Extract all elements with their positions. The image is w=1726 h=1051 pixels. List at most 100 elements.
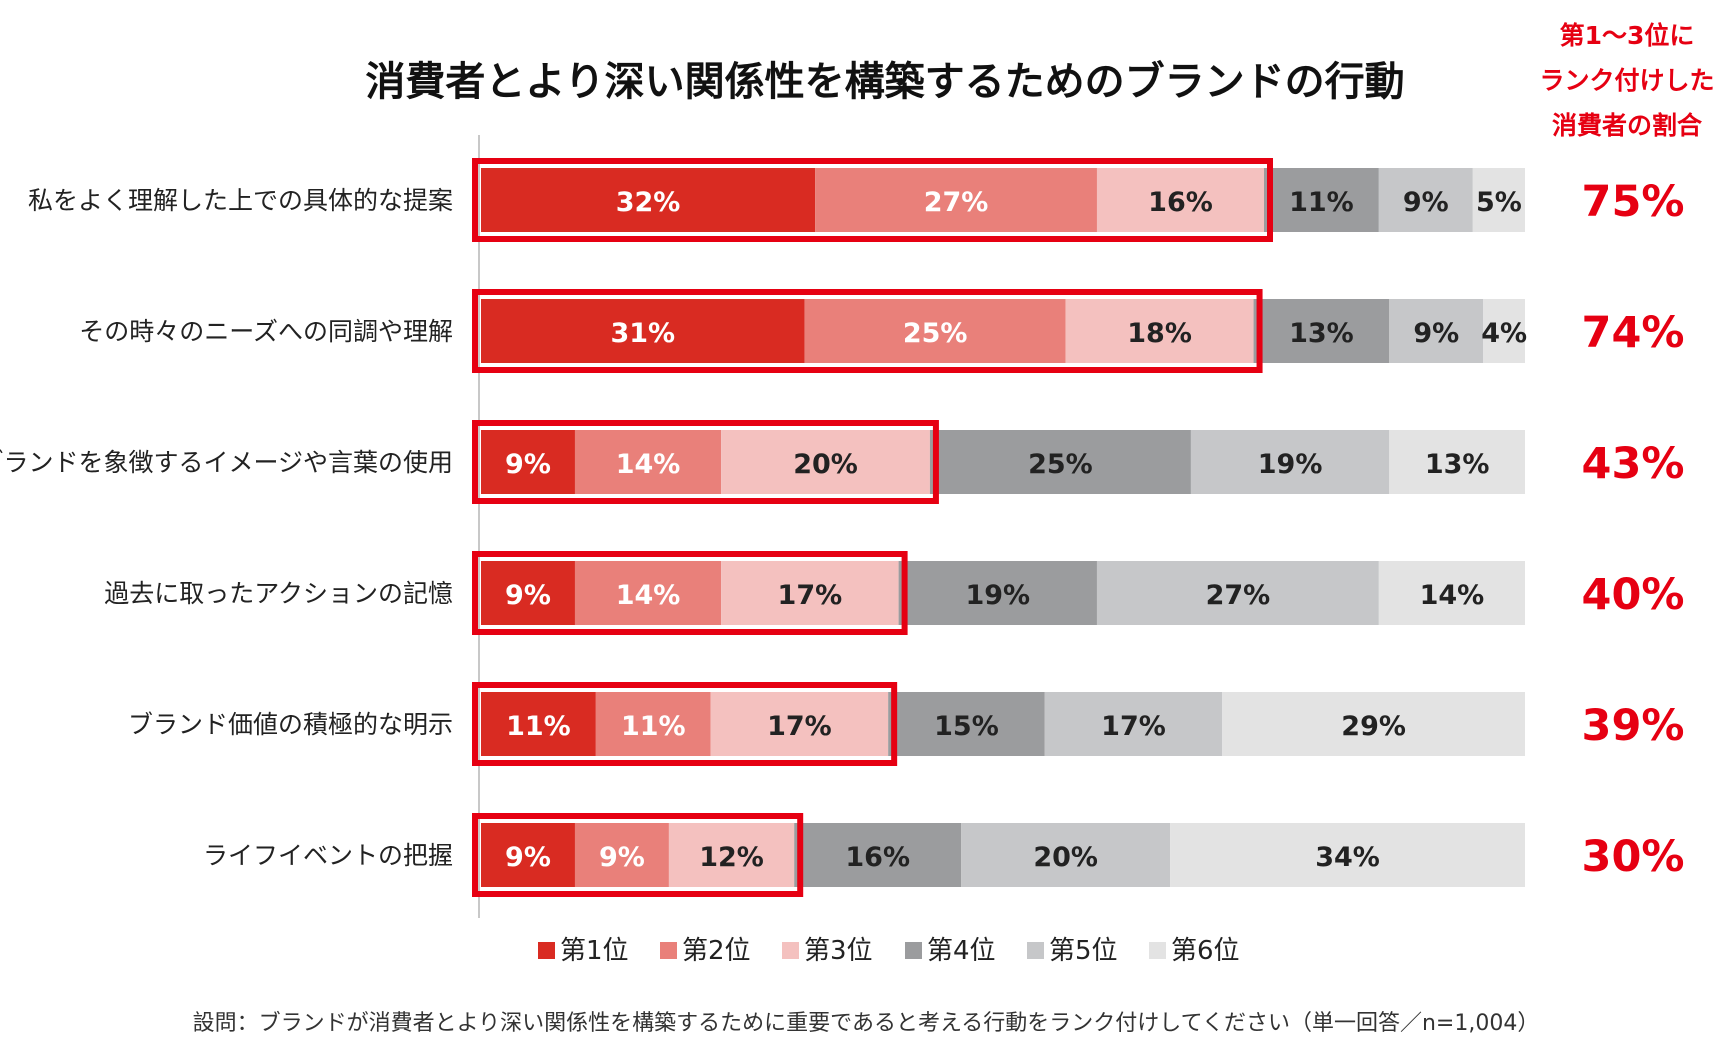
data-label: 17% — [1101, 711, 1166, 742]
legend-swatch — [538, 942, 555, 959]
bar-segment — [961, 823, 1171, 887]
top3-highlight-box — [472, 551, 908, 635]
top3-share-value: 74% — [1582, 308, 1685, 358]
data-label: 16% — [845, 842, 910, 873]
bar-segment — [1096, 561, 1379, 625]
bar-segment — [1253, 299, 1390, 363]
bar-segment — [574, 430, 722, 494]
bar-segment — [481, 299, 805, 363]
category-label: その時々のニーズへの同調や理解 — [79, 317, 453, 346]
data-label: 32% — [616, 187, 681, 218]
bar-segment — [1389, 299, 1484, 363]
bar-segment — [721, 430, 930, 494]
legend-swatch — [660, 942, 677, 959]
bar-segment — [1096, 168, 1264, 232]
top3-share-value: 30% — [1582, 832, 1685, 882]
data-label: 19% — [965, 580, 1030, 611]
top3-highlight-box — [472, 158, 1273, 242]
footnote: 設問：ブランドが消費者とより深い関係性を構築するために重要であると考える行動をラ… — [193, 1011, 1540, 1036]
data-label: 14% — [1420, 580, 1485, 611]
bar-segment — [898, 561, 1097, 625]
legend-label: 第4位 — [927, 936, 996, 966]
legend-label: 第1位 — [560, 936, 629, 966]
bar-segment — [595, 692, 711, 756]
category-label: ブランドを象徴するイメージや言葉の使用 — [0, 448, 453, 477]
data-label: 25% — [1028, 449, 1093, 480]
data-label: 4% — [1481, 318, 1527, 349]
legend-swatch — [1149, 942, 1166, 959]
data-label: 15% — [934, 711, 999, 742]
top3-share-value: 39% — [1582, 701, 1685, 751]
data-label: 27% — [1206, 580, 1271, 611]
legend-swatch — [905, 942, 922, 959]
data-label: 17% — [778, 580, 843, 611]
legend: 第1位 第2位 第3位 第4位 第5位 第6位 — [538, 936, 1240, 966]
data-label: 9% — [1413, 318, 1459, 349]
bar-segment — [668, 823, 795, 887]
data-label: 11% — [1289, 187, 1354, 218]
data-label: 20% — [793, 449, 858, 480]
top3-share-value: 43% — [1582, 439, 1685, 489]
data-label: 11% — [621, 711, 686, 742]
bar-segment — [481, 430, 575, 494]
top3-highlight-box — [472, 289, 1263, 373]
bar-segment — [574, 823, 669, 887]
legend-label: 第6位 — [1171, 936, 1240, 966]
data-label: 14% — [616, 580, 681, 611]
chart-title: 消費者とより深い関係性を構築するためのブランドの行動 — [365, 59, 1404, 105]
data-label: 9% — [505, 580, 551, 611]
bar-segment — [888, 692, 1045, 756]
bar-segment — [794, 823, 962, 887]
data-label: 27% — [924, 187, 989, 218]
segment-labels: 32% 27% 16% 11% 9% 5% 31% 25% 18% 13% 9% 4% 9% 14% 20%… — [505, 187, 1527, 873]
bars — [481, 168, 1525, 887]
bar-segment — [1389, 430, 1525, 494]
top3-highlight-box — [472, 682, 898, 766]
side-header: 第1～3位に ランク付けした 消費者の割合 — [1539, 21, 1714, 140]
top3-highlight-box — [472, 813, 804, 897]
data-label: 5% — [1476, 187, 1522, 218]
bar-segment — [1378, 168, 1473, 232]
bar-segment — [481, 168, 816, 232]
side-header-line-3: 消費者の割合 — [1552, 111, 1703, 140]
bar-segment — [1264, 168, 1379, 232]
data-label: 19% — [1258, 449, 1323, 480]
legend-label: 第3位 — [804, 936, 873, 966]
bar-segment — [481, 823, 575, 887]
data-label: 34% — [1315, 842, 1380, 873]
data-label: 20% — [1033, 842, 1098, 873]
top3-share-value: 40% — [1582, 570, 1685, 620]
bar-segment — [1483, 299, 1525, 363]
category-label: 過去に取ったアクションの記憶 — [104, 579, 453, 608]
data-label: 31% — [610, 318, 675, 349]
category-labels: 私をよく理解した上での具体的な提案その時々のニーズへの同調や理解ブランドを象徴す… — [0, 186, 453, 870]
bar-segment — [481, 561, 575, 625]
data-label: 9% — [505, 449, 551, 480]
bar-segment — [1170, 823, 1525, 887]
side-header-line-1: 第1～3位に — [1560, 21, 1695, 50]
category-label: ライフイベントの把握 — [203, 841, 453, 870]
bar-segment — [815, 168, 1097, 232]
legend-swatch — [1027, 942, 1044, 959]
bar-segment — [1065, 299, 1254, 363]
data-label: 12% — [699, 842, 764, 873]
legend-swatch — [782, 942, 799, 959]
data-label: 9% — [599, 842, 645, 873]
bar-segment — [481, 692, 596, 756]
bar-segment — [929, 430, 1191, 494]
data-label: 17% — [767, 711, 832, 742]
data-label: 16% — [1148, 187, 1213, 218]
data-label: 9% — [1403, 187, 1449, 218]
category-label: ブランド価値の積極的な明示 — [128, 710, 453, 739]
bar-segment — [1222, 692, 1525, 756]
bar-segment — [574, 561, 722, 625]
category-label: 私をよく理解した上での具体的な提案 — [28, 186, 453, 215]
data-label: 14% — [616, 449, 681, 480]
top3-share-value: 75% — [1582, 177, 1685, 227]
data-label: 9% — [505, 842, 551, 873]
bar-segment — [1472, 168, 1525, 232]
data-label: 11% — [506, 711, 571, 742]
top3-share-values: 75% 74% 43% 40% 39% 30% — [1582, 177, 1685, 882]
bar-segment — [721, 561, 899, 625]
